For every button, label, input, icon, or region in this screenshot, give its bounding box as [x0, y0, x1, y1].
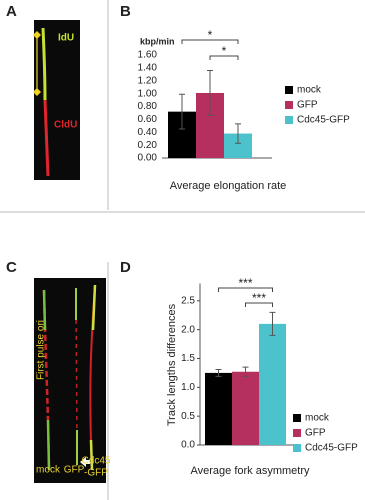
y-tick-label: 0.80	[138, 101, 158, 112]
image-label: CldU	[54, 120, 77, 131]
legend-label: mock	[297, 85, 322, 96]
legend-swatch	[285, 101, 293, 109]
significance-label: *	[208, 28, 213, 42]
y-tick-label: 0.20	[138, 140, 158, 151]
y-tick-label: 1.20	[138, 75, 158, 86]
bar	[205, 372, 232, 445]
significance-label: ***	[238, 276, 252, 290]
y-tick-label: 2.5	[181, 295, 195, 306]
y-tick-label: 2.0	[181, 324, 195, 335]
image-annotation: First pulse ori	[36, 320, 47, 380]
panel-label: C	[6, 259, 17, 276]
legend-swatch	[293, 429, 301, 437]
y-tick-label: 0.00	[138, 153, 158, 164]
y-tick-label: 1.5	[181, 353, 195, 364]
legend-swatch	[285, 116, 293, 124]
significance-bracket	[245, 302, 273, 307]
error-bar	[235, 123, 241, 144]
legend-swatch	[285, 86, 293, 94]
significance-bracket	[181, 39, 239, 44]
bar	[259, 323, 286, 445]
y-tick-label: 1.40	[138, 63, 158, 74]
strand-label: Cdc45	[82, 456, 111, 467]
error-bar	[242, 366, 249, 377]
y-tick-label: 1.60	[138, 50, 158, 61]
significance-label: ***	[252, 291, 266, 305]
y-tick-label: 1.00	[138, 88, 158, 99]
panel-label: D	[120, 259, 131, 276]
error-bar	[207, 69, 213, 117]
legend-label: GFP	[297, 100, 318, 111]
error-bar	[179, 93, 185, 130]
y-tick-label: 1.0	[181, 382, 195, 393]
significance-bracket	[218, 287, 273, 292]
y-tick-label: 0.5	[181, 411, 195, 422]
micrograph-c: First pulse ori mock GFP Cdc45 -GFP	[34, 278, 111, 483]
legend-label: mock	[305, 413, 330, 424]
significance-bracket	[209, 55, 239, 60]
x-axis-label: Average fork asymmetry	[190, 465, 310, 477]
image-label: IdU	[58, 33, 74, 44]
strand-label: GFP	[64, 465, 85, 476]
strand-label: -GFP	[84, 468, 108, 479]
legend-label: Cdc45-GFP	[305, 443, 358, 454]
x-axis-label: Average elongation rate	[170, 180, 287, 192]
y-tick-label: 0.0	[181, 440, 195, 451]
panel-label: B	[120, 3, 131, 20]
significance-label: *	[222, 44, 227, 58]
micrograph-a: IdU CldU	[33, 20, 80, 180]
bar	[232, 371, 259, 445]
legend-swatch	[293, 444, 301, 452]
y-axis-label: kbp/min	[140, 36, 175, 46]
panel-label: A	[6, 3, 17, 20]
y-tick-label: 0.60	[138, 114, 158, 125]
legend-label: Cdc45-GFP	[297, 115, 350, 126]
y-axis-label: Track lengths differences	[166, 303, 178, 426]
y-tick-label: 0.40	[138, 127, 158, 138]
error-bar	[269, 311, 276, 336]
legend-label: GFP	[305, 428, 326, 439]
legend-swatch	[293, 414, 301, 422]
error-bar	[215, 368, 222, 377]
strand-label: mock	[36, 465, 61, 476]
